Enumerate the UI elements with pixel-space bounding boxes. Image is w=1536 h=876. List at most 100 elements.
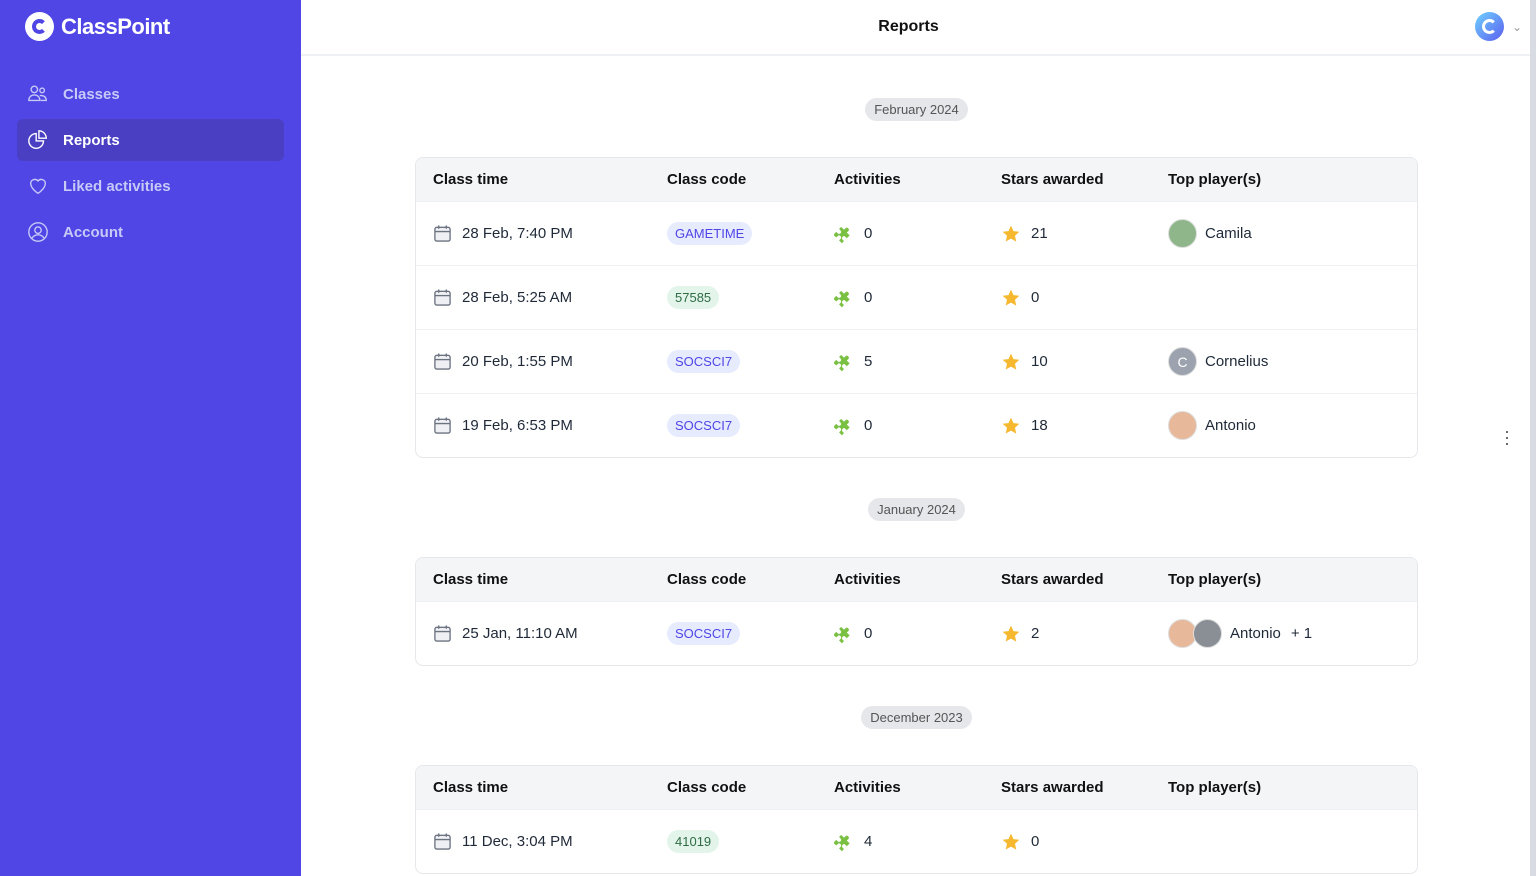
column-header: Class time <box>433 571 509 588</box>
star-icon <box>1002 625 1020 642</box>
table-header: Class time Class code Activities Stars awar… <box>416 558 1417 601</box>
activities-count: 0 <box>864 625 873 642</box>
user-circle-icon <box>28 222 48 242</box>
calendar-icon <box>434 353 451 370</box>
column-header: Activities <box>834 779 901 796</box>
class-code-badge: SOCSCI7 <box>667 622 741 645</box>
stars-count: 2 <box>1031 625 1040 642</box>
table-header: Class time Class code Activities Stars awar… <box>416 766 1417 809</box>
table-row[interactable]: 25 Jan, 11:10 AM SOCSCI7 0 2 Antonio + 1 <box>416 601 1417 665</box>
player-avatar: C <box>1168 347 1197 376</box>
column-header: Stars awarded <box>1001 571 1104 588</box>
stars-count: 10 <box>1031 353 1048 370</box>
class-code-badge: 57585 <box>667 286 720 309</box>
column-header: Top player(s) <box>1168 779 1262 796</box>
player-avatar <box>1168 411 1197 440</box>
table-header: Class time Class code Activities Stars awar… <box>416 158 1417 201</box>
calendar-icon <box>434 225 451 242</box>
table-row[interactable]: 11 Dec, 3:04 PM 41019 4 0 <box>416 809 1417 873</box>
reports-table: Class time Class code Activities Stars awar… <box>415 157 1418 458</box>
column-header: Stars awarded <box>1001 779 1104 796</box>
class-time: 20 Feb, 1:55 PM <box>462 353 573 370</box>
month-label: January 2024 <box>868 498 965 521</box>
activities-count: 4 <box>864 833 873 850</box>
user-avatar[interactable] <box>1474 12 1504 41</box>
month-section: February 2024 Class time Class code Activi… <box>415 98 1418 458</box>
sidebar-nav: Classes Reports Liked activities Account <box>17 73 284 257</box>
pie-chart-icon <box>28 130 47 149</box>
class-code-badge: GAMETIME <box>667 222 753 245</box>
sidebar-item-label: Account <box>63 223 123 241</box>
column-header: Class time <box>433 779 509 796</box>
table-row[interactable]: 28 Feb, 7:40 PM GAMETIME 0 21 Camila <box>416 201 1417 265</box>
calendar-icon <box>434 833 451 850</box>
month-label: December 2023 <box>861 706 972 729</box>
calendar-icon <box>434 289 451 306</box>
month-label: February 2024 <box>865 98 968 121</box>
chevron-down-icon[interactable]: ⌄ <box>1511 19 1522 34</box>
heart-icon <box>29 178 47 195</box>
stars-count: 0 <box>1031 289 1040 306</box>
class-code-badge: SOCSCI7 <box>667 414 741 437</box>
puzzle-icon <box>834 290 850 307</box>
month-section: January 2024 Class time Class code Activit… <box>415 498 1418 666</box>
column-header: Class code <box>667 171 747 188</box>
sidebar-item-account[interactable]: Account <box>17 211 284 253</box>
column-header: Top player(s) <box>1168 171 1262 188</box>
sidebar-item-label: Reports <box>63 131 120 149</box>
column-header: Class code <box>667 571 747 588</box>
column-header: Stars awarded <box>1001 171 1104 188</box>
avatar-initial: C <box>1177 353 1188 370</box>
table-row[interactable]: 28 Feb, 5:25 AM 57585 0 0 <box>416 265 1417 329</box>
player-avatar <box>1168 219 1197 248</box>
stars-count: 21 <box>1031 225 1048 242</box>
player-avatar <box>1168 619 1197 648</box>
account-menu[interactable]: ⌄ <box>1474 12 1522 41</box>
puzzle-icon <box>834 354 850 371</box>
class-code-badge: SOCSCI7 <box>667 350 741 373</box>
logo-icon <box>25 12 54 41</box>
top-players: C Cornelius <box>1168 347 1268 376</box>
reports-table: Class time Class code Activities Stars awar… <box>415 557 1418 666</box>
top-player-name: Camila <box>1205 225 1252 242</box>
sidebar-item-reports[interactable]: Reports <box>17 119 284 161</box>
table-row[interactable]: 20 Feb, 1:55 PM SOCSCI7 5 10 C Cornelius <box>416 329 1417 393</box>
class-time: 25 Jan, 11:10 AM <box>462 625 578 642</box>
column-header: Class code <box>667 779 747 796</box>
top-player-name: Antonio <box>1230 625 1281 642</box>
star-icon <box>1002 225 1020 242</box>
puzzle-icon <box>834 626 850 643</box>
star-icon <box>1002 417 1020 434</box>
class-time: 19 Feb, 6:53 PM <box>462 417 573 434</box>
more-players-count: + 1 <box>1290 625 1313 642</box>
sidebar-item-label: Classes <box>63 85 120 103</box>
activities-count: 0 <box>864 289 873 306</box>
star-icon <box>1002 289 1020 306</box>
sidebar-item-label: Liked activities <box>63 177 171 195</box>
sidebar-item-liked-activities[interactable]: Liked activities <box>17 165 284 207</box>
top-players: Camila <box>1168 219 1252 248</box>
stars-count: 0 <box>1031 833 1040 850</box>
users-icon <box>28 85 47 102</box>
column-header: Activities <box>834 571 901 588</box>
app-name: ClassPoint <box>61 13 170 39</box>
classpoint-logo[interactable]: ClassPoint <box>25 12 170 41</box>
puzzle-icon <box>834 226 850 243</box>
page-title: Reports <box>878 18 939 35</box>
calendar-icon <box>434 625 451 642</box>
activities-count: 0 <box>864 225 873 242</box>
month-section: December 2023 Class time Class code Activi… <box>415 706 1418 874</box>
more-options-icon[interactable]: · · · <box>1504 421 1510 453</box>
activities-count: 0 <box>864 417 873 434</box>
scrollbar[interactable] <box>1530 0 1536 876</box>
sidebar-item-classes[interactable]: Classes <box>17 73 284 115</box>
stars-count: 18 <box>1031 417 1048 434</box>
table-row[interactable]: 19 Feb, 6:53 PM SOCSCI7 0 18 Antonio <box>416 393 1417 457</box>
activities-count: 5 <box>864 353 873 370</box>
star-icon <box>1002 833 1020 850</box>
player-avatar <box>1193 619 1222 648</box>
sidebar: ClassPoint Classes Reports Liked activitie… <box>0 0 301 876</box>
class-time: 28 Feb, 5:25 AM <box>462 289 573 306</box>
puzzle-icon <box>834 834 850 851</box>
top-player-name: Antonio <box>1205 417 1256 434</box>
